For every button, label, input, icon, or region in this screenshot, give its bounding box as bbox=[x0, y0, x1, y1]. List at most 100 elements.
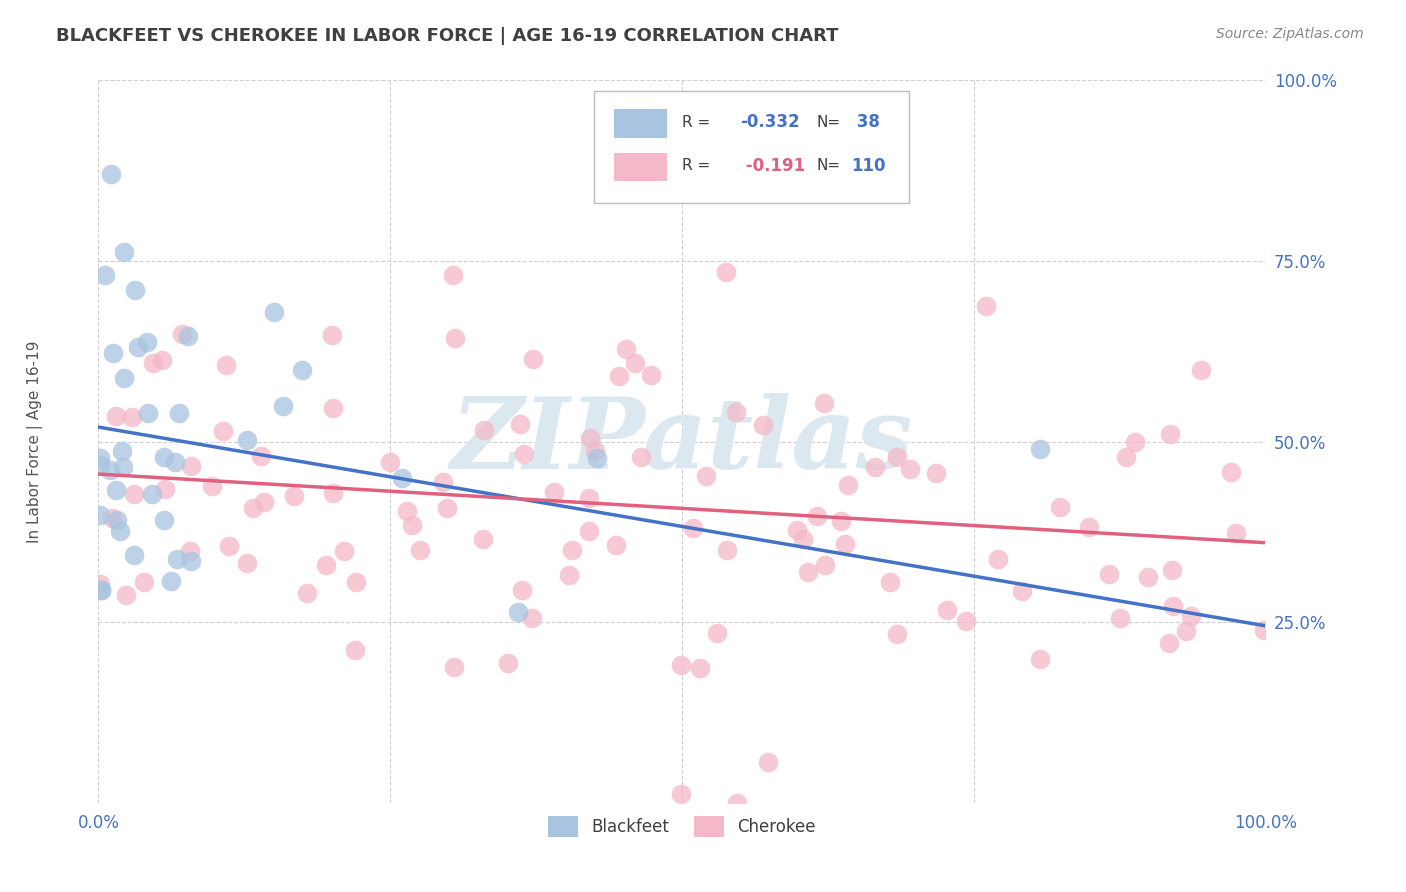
Point bbox=[1109, 611, 1132, 625]
Point bbox=[322, 401, 344, 415]
Point bbox=[1160, 563, 1182, 577]
Point bbox=[879, 574, 901, 589]
Point bbox=[886, 450, 908, 464]
Point bbox=[512, 583, 534, 598]
Point bbox=[579, 431, 602, 445]
Point bbox=[142, 355, 165, 369]
Point bbox=[167, 406, 190, 420]
Point bbox=[830, 514, 852, 528]
Point bbox=[121, 410, 143, 425]
Point bbox=[395, 504, 418, 518]
Point bbox=[89, 450, 111, 465]
Point bbox=[756, 755, 779, 769]
Point bbox=[472, 423, 495, 437]
Point bbox=[1159, 636, 1181, 650]
Point bbox=[436, 500, 458, 515]
Point bbox=[153, 482, 176, 496]
Point bbox=[558, 567, 581, 582]
Point bbox=[1253, 624, 1275, 638]
Point bbox=[974, 299, 997, 313]
Point bbox=[283, 490, 305, 504]
Point bbox=[813, 396, 835, 410]
Point bbox=[250, 450, 273, 464]
Point bbox=[925, 466, 948, 480]
Point bbox=[90, 582, 112, 597]
Point bbox=[315, 558, 337, 572]
Point bbox=[112, 245, 135, 260]
Point bbox=[630, 450, 652, 465]
Point bbox=[124, 283, 146, 297]
Point bbox=[134, 574, 156, 589]
Point bbox=[108, 524, 131, 538]
Point bbox=[172, 327, 194, 342]
Point bbox=[1049, 500, 1071, 514]
Point bbox=[522, 351, 544, 366]
Point bbox=[180, 554, 202, 568]
Point bbox=[898, 462, 921, 476]
Point bbox=[520, 611, 543, 625]
Point bbox=[671, 787, 693, 801]
Point bbox=[166, 552, 188, 566]
Text: BLACKFEET VS CHEROKEE IN LABOR FORCE | AGE 16-19 CORRELATION CHART: BLACKFEET VS CHEROKEE IN LABOR FORCE | A… bbox=[56, 27, 839, 45]
Point bbox=[605, 538, 627, 552]
Point bbox=[103, 345, 125, 359]
Legend: Blackfeet, Cherokee: Blackfeet, Cherokee bbox=[540, 808, 824, 845]
Point bbox=[177, 329, 200, 343]
Point bbox=[797, 565, 820, 579]
Point bbox=[290, 363, 312, 377]
Point bbox=[1159, 426, 1181, 441]
Point bbox=[242, 501, 264, 516]
Point bbox=[725, 796, 748, 810]
Point bbox=[724, 405, 747, 419]
Point bbox=[1078, 520, 1101, 534]
Point bbox=[100, 167, 122, 181]
Text: Source: ZipAtlas.com: Source: ZipAtlas.com bbox=[1216, 27, 1364, 41]
Point bbox=[751, 418, 773, 433]
Text: N=: N= bbox=[815, 158, 841, 173]
Point bbox=[682, 521, 704, 535]
Point bbox=[863, 460, 886, 475]
Point bbox=[322, 486, 344, 500]
Point bbox=[333, 543, 356, 558]
Point bbox=[212, 424, 235, 438]
Point bbox=[1115, 450, 1137, 465]
Point bbox=[472, 532, 495, 546]
Point bbox=[506, 605, 529, 619]
Point bbox=[90, 582, 112, 597]
Point bbox=[1123, 435, 1146, 450]
Point bbox=[607, 369, 630, 384]
Point bbox=[122, 548, 145, 562]
Point bbox=[236, 556, 259, 570]
Point bbox=[669, 657, 692, 672]
Point bbox=[141, 487, 163, 501]
Point bbox=[578, 524, 600, 539]
Point bbox=[432, 475, 454, 490]
Point bbox=[640, 368, 662, 383]
Point bbox=[101, 511, 124, 525]
Point bbox=[987, 551, 1010, 566]
Point bbox=[695, 468, 717, 483]
Point bbox=[955, 615, 977, 629]
Point bbox=[89, 508, 111, 523]
Point bbox=[105, 483, 128, 497]
Point bbox=[837, 478, 859, 492]
Point bbox=[94, 268, 117, 282]
Point bbox=[623, 355, 645, 369]
Point bbox=[391, 471, 413, 485]
Point bbox=[1011, 583, 1033, 598]
Point bbox=[321, 327, 343, 342]
Point bbox=[401, 517, 423, 532]
Point bbox=[218, 539, 240, 553]
FancyBboxPatch shape bbox=[595, 91, 910, 203]
Point bbox=[89, 458, 111, 472]
Point bbox=[496, 656, 519, 670]
Point bbox=[444, 331, 467, 345]
Point bbox=[105, 513, 128, 527]
Point bbox=[1137, 570, 1160, 584]
Text: 38: 38 bbox=[851, 113, 880, 131]
Point bbox=[295, 585, 318, 599]
Point bbox=[104, 409, 127, 423]
Point bbox=[180, 459, 202, 474]
Point bbox=[153, 513, 176, 527]
Point bbox=[806, 508, 828, 523]
